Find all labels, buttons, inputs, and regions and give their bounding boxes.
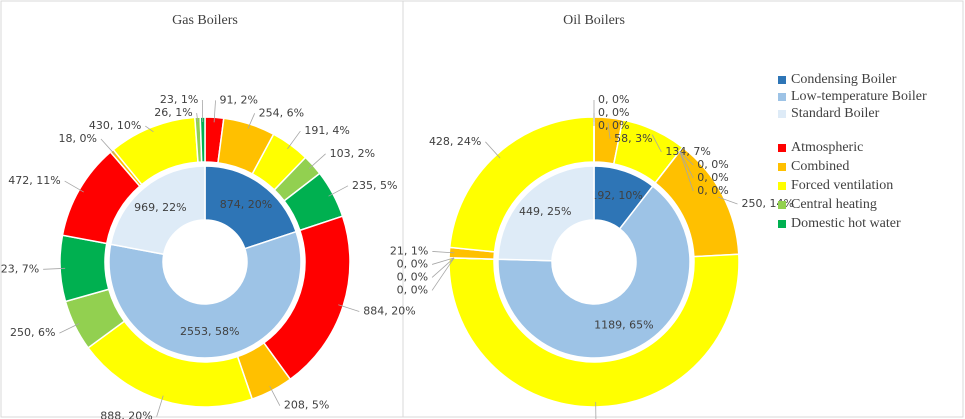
leader-line bbox=[145, 125, 154, 133]
leader-line bbox=[431, 257, 455, 291]
outer-label: 250, 14% bbox=[742, 197, 794, 210]
leader-line bbox=[100, 138, 116, 155]
legend-label: Central heating bbox=[791, 197, 877, 212]
outer-label: 254, 6% bbox=[259, 106, 304, 119]
legend-label: Standard Boiler bbox=[791, 106, 880, 121]
leader-line bbox=[64, 180, 84, 193]
inner-label: 2553, 58% bbox=[180, 325, 239, 338]
leader-line bbox=[679, 151, 694, 166]
outer-label: 208, 5% bbox=[284, 399, 329, 412]
legend-swatch bbox=[778, 76, 786, 84]
outer-label: 18, 0% bbox=[58, 132, 96, 145]
inner-slice bbox=[204, 165, 298, 250]
leader-line bbox=[651, 134, 662, 153]
legend-swatch bbox=[778, 201, 786, 209]
legend-swatch bbox=[778, 144, 786, 152]
outer-label: 323, 7% bbox=[0, 262, 39, 275]
outer-label: 91, 2% bbox=[220, 93, 258, 106]
leader-line bbox=[432, 251, 455, 254]
legend-swatch bbox=[778, 93, 786, 101]
legend-swatch bbox=[778, 220, 786, 228]
inner-label: 449, 25% bbox=[519, 205, 571, 218]
inner-slice bbox=[108, 230, 302, 359]
leader-line bbox=[156, 395, 164, 417]
leader-line bbox=[679, 151, 694, 192]
outer-label: 0, 0% bbox=[697, 171, 728, 184]
leader-line bbox=[607, 122, 611, 140]
outer-slice bbox=[448, 253, 740, 408]
outer-label: 191, 4% bbox=[304, 124, 349, 137]
inner-slice bbox=[497, 165, 595, 262]
outer-label: 428, 24% bbox=[429, 135, 481, 148]
leader-line bbox=[269, 385, 281, 406]
leader-line bbox=[213, 100, 216, 123]
legend-swatch bbox=[778, 110, 786, 118]
leader-line bbox=[717, 196, 738, 205]
legend-label: Atmospheric bbox=[791, 140, 863, 155]
leader-line bbox=[43, 267, 66, 270]
outer-label: 472, 11% bbox=[8, 174, 60, 187]
outer-label: 0, 0% bbox=[397, 257, 428, 270]
outer-label: 0, 0% bbox=[697, 158, 728, 171]
outer-label: 430, 10% bbox=[89, 119, 141, 132]
inner-slice bbox=[109, 165, 206, 256]
leader-line bbox=[431, 257, 455, 265]
chart-title: Oil Boilers bbox=[563, 13, 625, 28]
leader-line bbox=[431, 257, 455, 278]
outer-label: 939, 51% bbox=[600, 417, 652, 419]
outer-label: 21, 1% bbox=[390, 244, 428, 257]
leader-line bbox=[679, 151, 694, 179]
legend-label: Condensing Boiler bbox=[791, 72, 897, 87]
leader-line bbox=[59, 323, 80, 334]
leader-line bbox=[308, 153, 326, 169]
outer-slice bbox=[59, 234, 110, 303]
legend-swatch bbox=[778, 163, 786, 171]
outer-label: 0, 0% bbox=[697, 184, 728, 197]
inner-slice bbox=[497, 185, 691, 359]
outer-label: 884, 20% bbox=[363, 304, 415, 317]
outer-label: 0, 0% bbox=[598, 119, 629, 132]
legend-label: Domestic hot water bbox=[791, 216, 901, 231]
outer-label: 0, 0% bbox=[397, 283, 428, 296]
leader-line bbox=[287, 130, 301, 150]
outer-label: 58, 3% bbox=[614, 132, 652, 145]
outer-label: 0, 0% bbox=[598, 93, 629, 106]
outer-label: 888, 20% bbox=[100, 410, 152, 419]
outer-label: 250, 6% bbox=[10, 326, 55, 339]
leader-line bbox=[338, 304, 360, 312]
outer-label: 103, 2% bbox=[330, 147, 375, 160]
inner-label: 874, 20% bbox=[220, 198, 272, 211]
inner-label: 1189, 65% bbox=[594, 318, 653, 331]
leader-line bbox=[196, 112, 199, 123]
leader-line bbox=[247, 113, 256, 129]
legend-label: Low-temperature Boiler bbox=[791, 89, 927, 104]
leader-line bbox=[328, 185, 349, 197]
outer-label: 26, 1% bbox=[154, 106, 192, 119]
outer-label: 235, 5% bbox=[352, 179, 397, 192]
outer-label: 134, 7% bbox=[665, 145, 710, 158]
outer-label: 23, 1% bbox=[160, 93, 198, 106]
inner-label: 969, 22% bbox=[134, 201, 186, 214]
inner-label: 192, 10% bbox=[590, 189, 642, 202]
outer-label: 0, 0% bbox=[598, 106, 629, 119]
outer-label: 0, 0% bbox=[397, 270, 428, 283]
chart-title: Gas Boilers bbox=[172, 13, 238, 28]
legend-swatch bbox=[778, 182, 786, 190]
panel bbox=[402, 0, 964, 418]
legend-label: Forced ventilation bbox=[791, 178, 893, 193]
outer-slice bbox=[199, 116, 206, 163]
leader-line bbox=[485, 141, 501, 159]
legend-label: Combined bbox=[791, 159, 849, 174]
